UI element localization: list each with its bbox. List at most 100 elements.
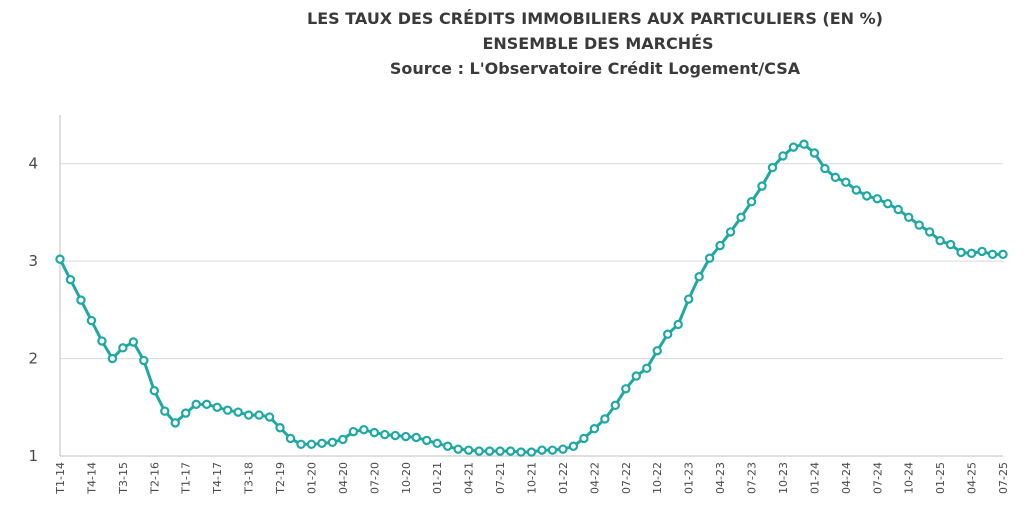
data-point	[862, 191, 872, 201]
data-point	[914, 220, 924, 230]
data-point	[547, 445, 558, 455]
x-tick-label: 07-22	[620, 462, 633, 494]
data-point	[212, 402, 222, 412]
data-point	[998, 249, 1008, 260]
y-tick-label: 2	[28, 350, 38, 368]
data-point	[987, 249, 998, 260]
data-point	[956, 247, 966, 258]
data-point	[275, 423, 285, 433]
x-tick-label: 04-22	[588, 462, 601, 494]
y-axis-tick-labels: 1 2 3 4	[28, 155, 38, 465]
data-point	[652, 346, 662, 356]
data-point	[966, 248, 977, 259]
data-point	[160, 406, 170, 416]
x-tick-label: 01-22	[557, 462, 570, 494]
data-point	[170, 418, 180, 428]
data-point	[715, 240, 725, 251]
data-point	[579, 433, 589, 444]
data-point	[516, 447, 526, 457]
x-tick-label: 01-20	[305, 462, 318, 494]
x-tick-label: 04-21	[463, 462, 476, 494]
data-point	[327, 437, 338, 448]
data-point	[610, 400, 621, 411]
data-point	[65, 274, 76, 285]
data-point	[432, 438, 442, 449]
data-point	[390, 430, 400, 441]
x-tick-label: 01-23	[683, 462, 696, 494]
data-point	[86, 315, 97, 326]
data-point	[883, 198, 893, 209]
data-point	[683, 294, 694, 304]
x-tick-label: T4-17	[211, 462, 224, 495]
x-tick-label: 10-20	[400, 462, 413, 494]
data-point	[505, 446, 516, 456]
x-tick-label: T1-14	[54, 462, 67, 495]
data-point	[264, 412, 275, 422]
data-point	[788, 142, 799, 152]
data-point	[924, 227, 935, 237]
data-point	[558, 444, 568, 454]
data-point	[369, 427, 380, 438]
data-point	[317, 438, 327, 449]
data-point	[348, 426, 359, 437]
data-point	[935, 235, 945, 246]
data-point	[904, 212, 914, 222]
data-point	[463, 445, 474, 455]
data-point	[254, 410, 264, 420]
data-point	[442, 441, 453, 451]
series-layer	[55, 139, 1008, 457]
y-tick-label: 4	[28, 155, 38, 173]
data-point	[663, 329, 673, 339]
grid-lines	[60, 163, 1003, 360]
chart-title-line-3: Source : L'Observatoire Crédit Logement/…	[390, 59, 801, 78]
data-point	[107, 353, 118, 364]
chart-title-line-2: ENSEMBLE DES MARCHÉS	[482, 34, 713, 53]
x-axis-tick-labels: T1-14 T4-14 T3-15 T2-16 T1-17 T4-17 T3-18 T2-19…	[54, 462, 1010, 495]
data-point	[222, 405, 233, 415]
x-tick-label: 07-21	[494, 462, 507, 494]
data-point	[778, 151, 788, 161]
data-point	[285, 433, 296, 444]
data-point	[484, 446, 495, 456]
data-point	[359, 424, 369, 435]
data-point	[76, 295, 86, 305]
data-point	[380, 429, 390, 440]
data-point	[537, 445, 547, 455]
data-point	[851, 185, 862, 195]
x-tick-label: T1-17	[180, 462, 193, 495]
data-point	[725, 227, 736, 237]
data-point	[181, 408, 191, 418]
data-point	[233, 407, 243, 417]
data-point	[149, 386, 159, 396]
data-point	[97, 336, 107, 346]
data-point	[736, 212, 746, 222]
y-tick-label: 3	[28, 252, 38, 270]
x-tick-label: 01-21	[431, 462, 444, 494]
x-tick-label: T3-18	[243, 462, 256, 495]
data-point	[809, 148, 820, 158]
data-point	[401, 431, 411, 442]
x-tick-label: 10-21	[526, 462, 539, 494]
x-tick-label: 10-23	[777, 462, 790, 494]
data-point	[139, 355, 149, 366]
x-tick-label: T2-16	[148, 462, 161, 495]
data-point	[631, 371, 641, 381]
data-point	[118, 343, 128, 353]
data-point	[526, 447, 537, 457]
y-tick-label: 1	[28, 447, 38, 465]
data-point	[411, 432, 421, 443]
data-point	[474, 446, 484, 456]
data-point	[621, 384, 631, 394]
data-point	[453, 444, 463, 454]
data-point	[841, 177, 851, 187]
data-point	[338, 434, 348, 445]
data-point	[704, 253, 715, 263]
x-tick-label: T3-15	[117, 462, 130, 495]
x-tick-label: T4-14	[85, 462, 98, 495]
data-point	[945, 239, 956, 250]
data-point	[201, 399, 212, 410]
data-point	[767, 162, 778, 173]
x-tick-label: 04-20	[337, 462, 350, 494]
series-line	[58, 142, 1003, 454]
data-point	[296, 439, 306, 450]
